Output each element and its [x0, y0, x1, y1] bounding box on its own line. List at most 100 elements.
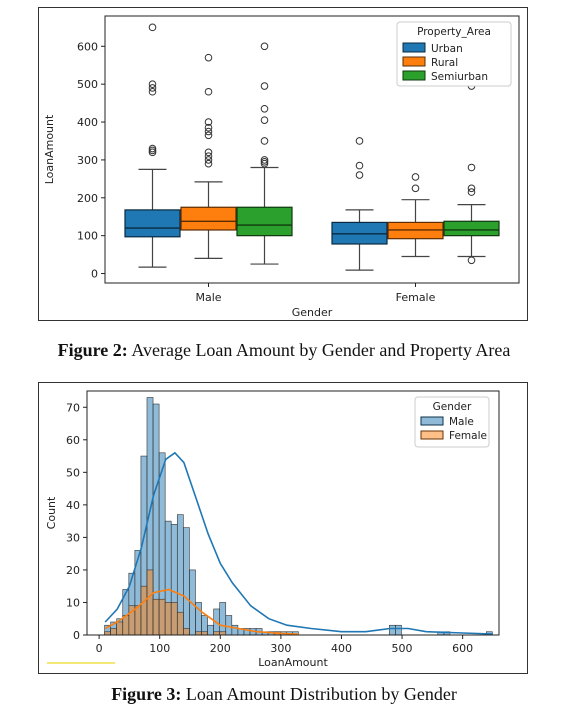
outlier-point: [260, 116, 269, 124]
y-tick-label: 30: [66, 531, 80, 544]
x-tick-label: 600: [452, 642, 473, 655]
outlier-point: [148, 144, 157, 153]
histogram-panel: 0 10 20 30 40 50 60 70 0 100 200 300 400 500 600 LoanAm…: [38, 382, 528, 674]
y-tick-label: 10: [66, 596, 80, 609]
outlier-point: [467, 256, 476, 265]
y-axis-label: Count: [45, 496, 58, 529]
outlier-point: [148, 146, 157, 155]
x-tick-label: 300: [270, 642, 291, 655]
kde-line-male: [104, 451, 493, 635]
boxplot-chart: 0 100 200 300 400 500 600 Male Female Gender LoanA…: [43, 15, 520, 319]
hist-bar-female: [183, 628, 190, 636]
x-tick-label: Female: [396, 291, 436, 304]
y-tick-label: 200: [77, 192, 98, 205]
hist-bar-male: [183, 527, 190, 636]
outlier-point: [260, 158, 269, 166]
legend-title: Property_Area: [417, 26, 491, 38]
outlier-point: [148, 87, 157, 96]
y-tick-label: 60: [66, 434, 80, 447]
outlier-point: [260, 82, 269, 90]
outlier-point: [148, 80, 157, 88]
figure-3-label: Figure 3:: [111, 684, 182, 704]
figure-3-text: Loan Amount Distribution by Gender: [185, 684, 457, 704]
outlier-point: [260, 42, 269, 51]
legend-swatch-urban: [402, 42, 426, 53]
outlier-point: [260, 104, 269, 113]
legend-label-urban: Urban: [431, 43, 463, 55]
y-tick-label: 20: [66, 564, 80, 577]
outlier-point: [467, 184, 476, 193]
hist-bar-male: [225, 615, 233, 636]
outlier-point: [204, 87, 213, 96]
outlier-point: [148, 148, 157, 157]
box-rural-male: [180, 206, 237, 231]
x-tick-label: 100: [149, 642, 170, 655]
outlier-point: [148, 84, 157, 92]
plot-frame: [104, 15, 520, 284]
legend-label-semiurban: Semiurban: [431, 71, 488, 83]
figure-2-caption: Figure 2: Average Loan Amount by Gender …: [0, 340, 568, 361]
y-tick-label: 600: [77, 40, 98, 53]
legend-box: [396, 21, 512, 87]
outlier-point: [355, 137, 364, 145]
outlier-point: [204, 53, 213, 62]
y-tick-label: 70: [66, 401, 80, 414]
outlier-point: [355, 161, 364, 170]
kde-line-female: [104, 588, 300, 636]
outlier-point: [204, 148, 213, 157]
hist-bar-male: [395, 624, 402, 636]
hist-bar-female: [158, 598, 166, 636]
hist-bar-male: [207, 624, 214, 636]
outlier-point: [204, 131, 213, 140]
hist-bar-female: [176, 611, 184, 636]
figure-2-label: Figure 2:: [57, 340, 128, 360]
hist-bar-female: [170, 602, 178, 636]
y-tick-label: 500: [77, 78, 98, 91]
hist-bar-female: [146, 569, 154, 636]
x-tick-label: 400: [331, 642, 352, 655]
outlier-point: [411, 184, 420, 193]
x-tick-label: 500: [392, 642, 413, 655]
legend-swatch-male: [420, 416, 444, 426]
y-tick-label: 0: [91, 268, 98, 281]
outlier-point: [467, 163, 476, 172]
y-axis-label: LoanAmount: [43, 114, 56, 184]
outlier-point: [411, 173, 420, 181]
hist-bar-female: [134, 605, 142, 636]
hist-bar-female: [110, 628, 117, 636]
y-tick-label: 100: [77, 230, 98, 243]
outlier-point: [260, 137, 269, 145]
hist-bar-female: [116, 621, 124, 636]
outlier-point: [204, 123, 213, 132]
x-tick-label: 200: [210, 642, 231, 655]
hist-bar-male: [219, 602, 227, 636]
plot-frame: [86, 390, 500, 636]
y-tick-label: 40: [66, 499, 80, 512]
outlier-point: [148, 23, 157, 32]
outlier-point: [204, 127, 213, 136]
y-tick-label: 0: [73, 629, 80, 642]
legend-swatch-rural: [402, 56, 426, 67]
box-semiurban-female: [443, 220, 500, 237]
hist-bar-male: [389, 624, 396, 636]
x-tick-label: Male: [195, 291, 221, 304]
hist-bar-female: [164, 602, 172, 636]
legend-label-rural: Rural: [431, 57, 458, 69]
outlier-point: [204, 118, 213, 126]
legend-swatch-female: [420, 430, 444, 440]
y-tick-label: 50: [66, 466, 80, 479]
hist-bar-female: [140, 585, 148, 636]
legend-label-female: Female: [449, 430, 487, 442]
box-semiurban-male: [236, 206, 293, 237]
boxplot-panel: 0 100 200 300 400 500 600 Male Female Gender LoanA…: [38, 7, 528, 321]
legend-swatch-semiurban: [402, 70, 426, 81]
x-axis-label: LoanAmount: [258, 656, 328, 669]
outlier-point: [204, 156, 213, 164]
figure-3-caption: Figure 3: Loan Amount Distribution by Ge…: [0, 684, 568, 705]
box-urban-male: [124, 209, 181, 238]
outlier-point: [467, 188, 476, 196]
y-tick-label: 400: [77, 116, 98, 129]
outlier-point: [204, 159, 213, 168]
x-tick-label: 0: [96, 642, 103, 655]
x-axis-label: Gender: [292, 306, 333, 319]
